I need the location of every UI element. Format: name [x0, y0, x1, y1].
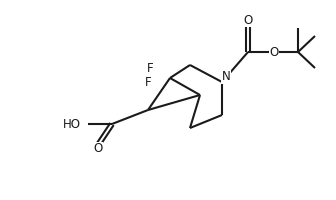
- Text: HO: HO: [63, 117, 81, 130]
- Text: O: O: [269, 46, 279, 58]
- Text: N: N: [222, 71, 230, 84]
- Text: O: O: [243, 14, 253, 26]
- Text: O: O: [93, 142, 102, 156]
- Text: F: F: [145, 76, 151, 90]
- Text: F: F: [147, 62, 153, 74]
